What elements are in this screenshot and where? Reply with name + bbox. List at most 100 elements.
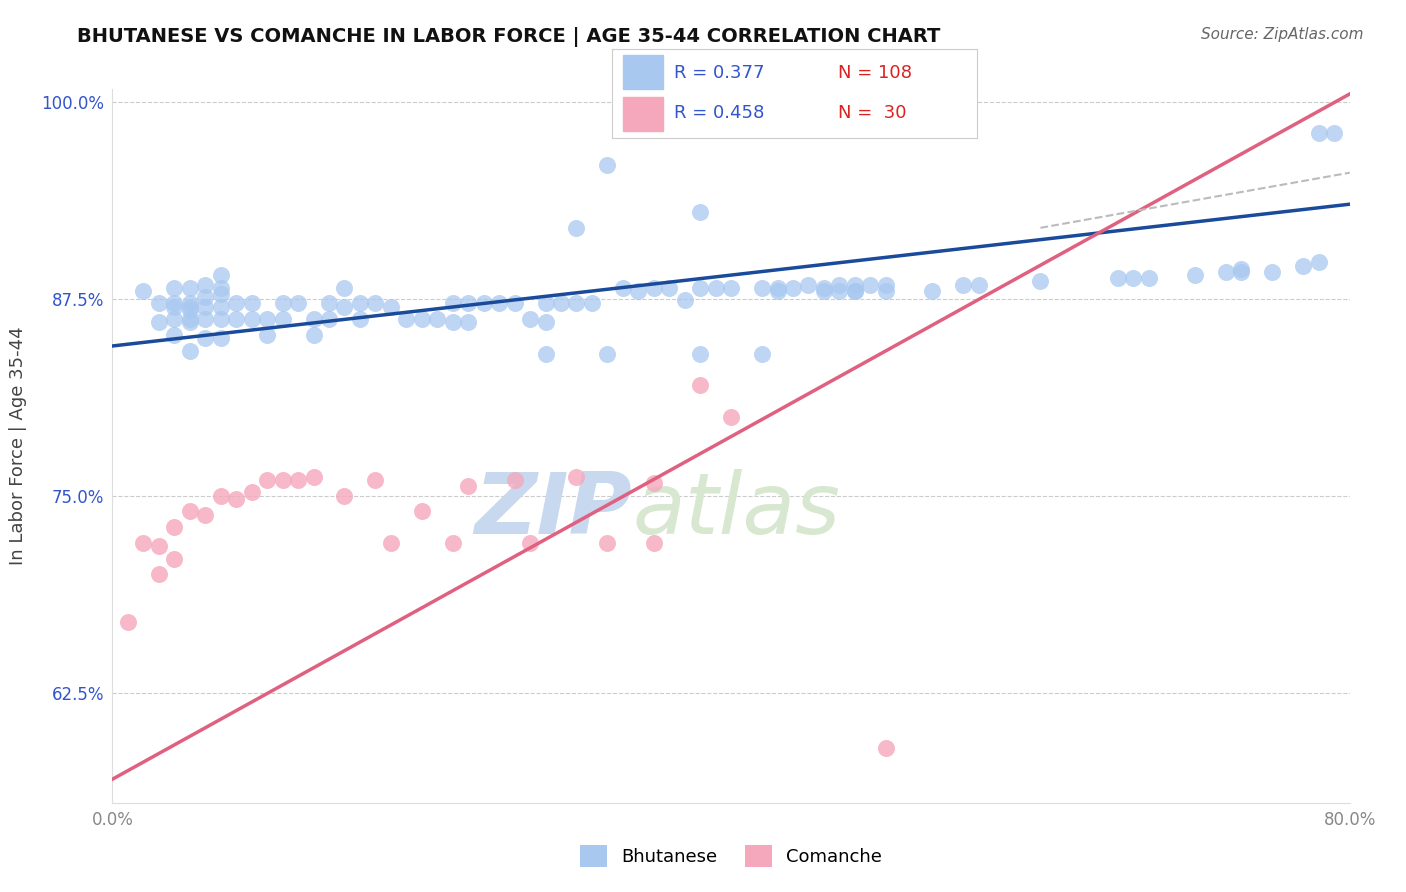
Point (163, 300, 186, 314)
Point (1323, 126, 1346, 140)
Point (766, 281, 789, 295)
Point (813, 281, 835, 295)
Point (179, 281, 201, 295)
Point (844, 277, 866, 292)
Point (163, 327, 186, 342)
Point (179, 302, 201, 317)
Point (503, 473, 526, 487)
Text: atlas: atlas (633, 468, 841, 552)
Y-axis label: In Labor Force | Age 35-44: In Labor Force | Age 35-44 (10, 326, 27, 566)
Text: BHUTANESE VS COMANCHE IN LABOR FORCE | AGE 35-44 CORRELATION CHART: BHUTANESE VS COMANCHE IN LABOR FORCE | A… (77, 27, 941, 46)
Point (209, 312, 232, 326)
Point (1029, 274, 1052, 288)
Point (364, 296, 387, 310)
Point (828, 277, 851, 292)
Text: ZIP: ZIP (474, 468, 633, 552)
Point (534, 296, 557, 310)
Bar (623, 97, 662, 131)
Point (472, 296, 495, 310)
Point (643, 536, 665, 550)
Point (240, 485, 263, 500)
Point (612, 281, 634, 295)
Point (952, 277, 974, 292)
Point (163, 281, 186, 295)
Point (689, 281, 711, 295)
Text: N =  30: N = 30 (838, 104, 907, 122)
Point (797, 277, 820, 292)
Point (364, 473, 387, 487)
Text: R = 0.458: R = 0.458 (673, 104, 763, 122)
Point (565, 296, 588, 310)
Bar (623, 55, 662, 89)
Point (209, 281, 232, 295)
Point (194, 508, 217, 522)
Point (751, 347, 773, 361)
Point (179, 504, 201, 518)
Point (148, 567, 170, 582)
Point (240, 312, 263, 326)
Point (751, 281, 773, 295)
Point (689, 205, 711, 219)
Point (132, 536, 155, 550)
Point (441, 536, 464, 550)
Point (209, 268, 232, 282)
Point (643, 281, 665, 295)
Point (720, 281, 742, 295)
Point (766, 284, 789, 298)
Point (782, 281, 804, 295)
Point (318, 296, 340, 310)
Point (720, 409, 742, 424)
Point (318, 312, 340, 326)
Point (1261, 265, 1284, 279)
Point (658, 95, 681, 109)
Legend: Bhutanese, Comanche: Bhutanese, Comanche (572, 838, 890, 874)
Point (209, 489, 232, 503)
Point (1122, 271, 1144, 285)
Point (627, 284, 650, 298)
Point (967, 277, 990, 292)
Point (271, 473, 294, 487)
Point (333, 489, 356, 503)
Point (194, 277, 217, 292)
Point (256, 473, 278, 487)
Point (1184, 268, 1206, 282)
Point (565, 469, 588, 483)
Point (643, 476, 665, 491)
Point (1107, 271, 1129, 285)
Point (287, 473, 309, 487)
Point (132, 284, 155, 298)
Point (457, 315, 479, 329)
Point (503, 296, 526, 310)
Point (163, 520, 186, 534)
Point (488, 296, 510, 310)
Point (859, 277, 882, 292)
Point (163, 296, 186, 310)
Text: Source: ZipAtlas.com: Source: ZipAtlas.com (1201, 27, 1364, 42)
Point (875, 277, 897, 292)
Point (179, 315, 201, 329)
Point (596, 158, 619, 172)
Point (1308, 126, 1330, 140)
Point (179, 312, 201, 326)
Point (148, 315, 170, 329)
Point (534, 315, 557, 329)
Point (179, 296, 201, 310)
Point (411, 504, 433, 518)
Point (194, 312, 217, 326)
Point (457, 479, 479, 493)
Point (411, 312, 433, 326)
Point (349, 312, 371, 326)
Point (209, 287, 232, 301)
Point (287, 296, 309, 310)
Point (673, 293, 696, 308)
Point (828, 284, 851, 298)
Point (689, 378, 711, 392)
Point (256, 327, 278, 342)
Point (921, 284, 943, 298)
Point (163, 312, 186, 326)
Point (240, 296, 263, 310)
Point (225, 491, 247, 506)
Point (179, 343, 201, 358)
Point (519, 536, 541, 550)
Point (581, 296, 603, 310)
